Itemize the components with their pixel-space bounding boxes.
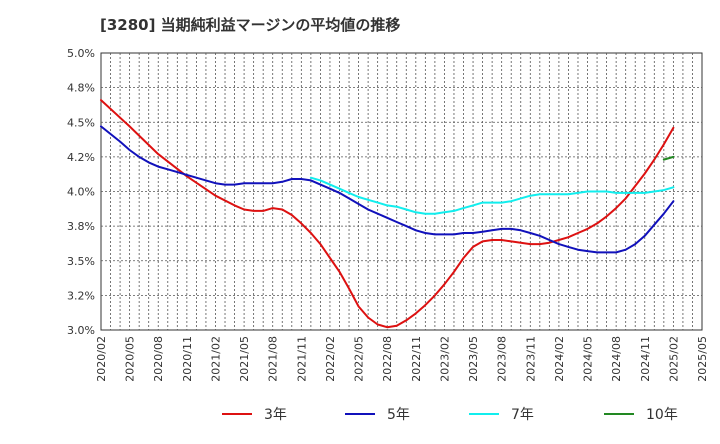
x-tick-label: 2020/05 — [124, 336, 137, 382]
x-tick-label: 2024/05 — [582, 336, 595, 382]
grid — [101, 53, 702, 330]
y-tick-label: 4.2% — [67, 151, 95, 164]
y-tick-label: 4.8% — [67, 82, 95, 95]
legend-item-10年: 10年 — [604, 407, 678, 423]
x-tick-label: 2023/05 — [467, 336, 480, 382]
series-group — [100, 99, 675, 329]
x-tick-label: 2022/02 — [324, 336, 337, 382]
legend: 3年 5年 7年 10年 — [222, 407, 678, 423]
x-tick-label: 2023/08 — [496, 336, 509, 382]
y-tick-label: 3.5% — [67, 255, 95, 268]
x-tick-label: 2020/02 — [95, 336, 108, 382]
x-tick-label: 2021/08 — [267, 336, 280, 382]
x-tick-label: 2022/08 — [381, 336, 394, 382]
x-tick-label: 2023/11 — [524, 336, 537, 382]
x-tick-label: 2024/08 — [610, 336, 623, 382]
x-tick-label: 2025/02 — [667, 336, 680, 382]
x-tick-label: 2023/02 — [438, 336, 451, 382]
series-line-10年 — [662, 155, 675, 161]
series-line-3年 — [100, 99, 675, 329]
x-tick-label: 2020/08 — [152, 336, 165, 382]
x-tick-label: 2025/05 — [696, 336, 709, 382]
chart-title: [3280] 当期純利益マージンの平均値の推移 — [100, 16, 401, 34]
x-tick-label: 2021/02 — [209, 336, 222, 382]
series-line-5年 — [100, 125, 675, 254]
legend-label: 7年 — [511, 407, 534, 423]
x-tick-label: 2021/11 — [295, 336, 308, 382]
x-tick-label: 2024/02 — [553, 336, 566, 382]
x-tick-label: 2022/05 — [353, 336, 366, 382]
y-tick-label: 4.5% — [67, 116, 95, 129]
legend-label: 3年 — [264, 407, 287, 423]
legend-label: 10年 — [646, 407, 678, 423]
y-tick-label: 3.0% — [67, 324, 95, 337]
legend-item-5年: 5年 — [345, 407, 410, 423]
x-axis: 2020/02 2020/05 2020/08 2020/11 2021/02 2021/… — [95, 336, 709, 382]
y-tick-label: 3.8% — [67, 220, 95, 233]
y-tick-label: 4.0% — [67, 186, 95, 199]
legend-label: 5年 — [387, 407, 410, 423]
y-tick-label: 5.0% — [67, 47, 95, 60]
series-line-7年 — [309, 176, 675, 215]
legend-item-3年: 3年 — [222, 407, 287, 423]
x-tick-label: 2021/05 — [238, 336, 251, 382]
x-tick-label: 2024/11 — [639, 336, 652, 382]
x-tick-label: 2022/11 — [410, 336, 423, 382]
y-axis: 3.0% 3.2% 3.5% 3.8% 4.0% 4.2% 4.5% 4.8% 5.0% — [67, 47, 95, 337]
legend-item-7年: 7年 — [469, 407, 534, 423]
x-tick-label: 2020/11 — [181, 336, 194, 382]
y-tick-label: 3.2% — [67, 289, 95, 302]
